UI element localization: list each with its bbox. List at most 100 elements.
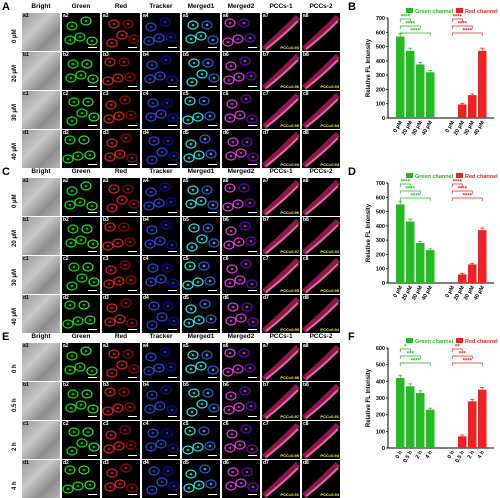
scale-bar: [168, 455, 177, 456]
significance-bracket: [399, 183, 411, 187]
column-header-3: Tracker: [149, 3, 173, 10]
micrograph-pcc1: a7 PCC=0.96: [262, 343, 300, 381]
micrograph-bright: c1: [22, 421, 60, 459]
tile-label: b7: [263, 217, 269, 223]
x-tick-label: 0.5 h: [455, 449, 467, 463]
y-tick-label: 0: [382, 281, 385, 287]
legend-label: Green channel: [415, 339, 454, 345]
column-header-0: Bright: [31, 3, 51, 10]
tile-label: b2: [63, 382, 69, 388]
tile-label: b5: [183, 52, 189, 58]
y-tick-label: 200: [376, 252, 385, 258]
micrograph-bright: d1: [22, 295, 60, 333]
micrograph-merged1: b5: [182, 217, 220, 255]
column-header-2: Red: [114, 3, 128, 10]
row-header-2: 2 h: [12, 442, 18, 451]
pcc-value: PCC=0.94: [320, 162, 339, 167]
pcc-value: PCC=0.95: [320, 288, 339, 293]
y-tick-label: 300: [376, 73, 385, 79]
bar: [468, 264, 477, 283]
tile-label: b1: [23, 52, 29, 58]
scale-bar: [88, 290, 97, 291]
pcc-value: PCC=0.95: [280, 453, 299, 458]
scale-bar: [128, 455, 137, 456]
micrograph-pcc2: a8: [302, 13, 340, 51]
micrograph-pcc1: c7 PCC=0.95: [262, 91, 300, 129]
significance-stars: ****: [411, 194, 421, 200]
tile-label: b4: [143, 217, 149, 223]
y-tick-label: 700: [376, 181, 385, 187]
micrograph-merged1: c5: [182, 256, 220, 294]
tile-label: c6: [223, 91, 229, 97]
micrograph-pcc1: a7 PCC=0.93: [262, 13, 300, 51]
x-tick-label: 0.5 h: [403, 449, 415, 463]
micrograph-green: a2: [62, 13, 100, 51]
scale-bar: [248, 416, 257, 417]
column-header-2: Red: [114, 333, 128, 340]
y-axis-label: Relative FL Intensity: [366, 38, 372, 97]
tile-label: d1: [23, 295, 29, 301]
tile-label: d2: [63, 460, 69, 466]
micrograph-pcc1: d7 PCC=0.93: [262, 130, 300, 168]
pcc-value: PCC=0.94: [320, 453, 339, 458]
tile-label: d6: [223, 130, 229, 136]
micrograph-tracker: c4: [142, 91, 180, 129]
micrograph-merged1: a5: [182, 178, 220, 216]
micrograph-merged1: a5: [182, 343, 220, 381]
legend-label: Red channel: [465, 9, 498, 15]
scale-bar: [88, 377, 97, 378]
tile-label: d7: [263, 295, 269, 301]
micrograph-merged1: b5: [182, 382, 220, 420]
bar: [406, 386, 415, 448]
tile-label: a5: [183, 178, 189, 184]
y-tick-label: 300: [376, 238, 385, 244]
micrograph-tracker: b4: [142, 382, 180, 420]
significance-bracket: [451, 25, 473, 29]
bar: [396, 204, 405, 283]
micrograph-green: b2: [62, 52, 100, 90]
column-header-1: Green: [71, 333, 91, 340]
bar: [468, 401, 477, 448]
scale-bar: [128, 47, 137, 48]
micrograph-pcc2: c8 PCC=0.94: [302, 91, 340, 129]
tile-label: c6: [223, 256, 229, 262]
micrograph-green: b2: [62, 217, 100, 255]
significance-bracket: [451, 197, 483, 201]
micrograph-tracker: a4: [142, 343, 180, 381]
tile-label: a4: [143, 178, 149, 184]
bar: [478, 389, 487, 448]
column-header-4: Merged1: [187, 333, 215, 340]
column-header-6: PCCs-1: [269, 3, 293, 10]
y-tick-label: 400: [376, 379, 385, 385]
micrograph-red: d3: [102, 130, 140, 168]
legend-swatch: [456, 338, 463, 343]
scale-bar: [248, 212, 257, 213]
panel-label-a: A: [2, 1, 10, 13]
scale-bar: [88, 251, 97, 252]
row-header-3: 4 h: [12, 481, 18, 490]
y-tick-label: 500: [376, 45, 385, 51]
y-tick-label: 0: [382, 116, 385, 122]
x-tick-label: 0 h: [447, 449, 456, 459]
scale-bar: [88, 164, 97, 165]
bar: [468, 95, 477, 118]
significance-bracket: [399, 355, 421, 359]
micrograph-tracker: a4: [142, 178, 180, 216]
tile-label: c3: [103, 91, 109, 97]
tile-label: c1: [23, 256, 29, 262]
micrograph-merged2: c6: [222, 421, 260, 459]
y-tick-label: 100: [376, 267, 385, 273]
y-tick-label: 400: [376, 59, 385, 65]
x-tick-label: 0 μM: [393, 120, 405, 134]
significance-stars: ***: [459, 352, 467, 358]
significance-bracket: [399, 348, 411, 352]
tile-label: b8: [303, 52, 309, 58]
y-tick-label: 200: [376, 87, 385, 93]
x-tick-label: 4 h: [477, 449, 486, 459]
pcc-value: PCC=0.94: [320, 123, 339, 128]
micrograph-merged1: c5: [182, 91, 220, 129]
pcc-value: PCC=0.96: [280, 210, 299, 215]
x-tick-label: 2 h: [415, 449, 424, 459]
micrograph-green: a2: [62, 343, 100, 381]
tile-label: d1: [23, 460, 29, 466]
